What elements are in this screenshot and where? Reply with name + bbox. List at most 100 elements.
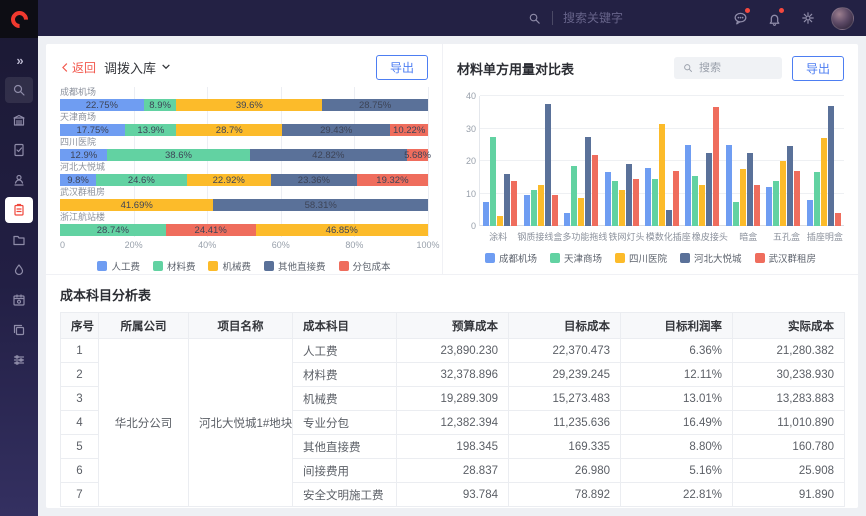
bar-segment[interactable]: 24.6% [96,174,187,186]
bar[interactable] [511,180,518,226]
export-button-right[interactable]: 导出 [791,55,844,81]
sidebar-item-document[interactable] [5,137,33,163]
sidebar-item-user[interactable] [5,167,33,193]
bar[interactable] [766,187,773,226]
sidebar-item-search[interactable] [5,77,33,103]
page-title-dropdown[interactable]: 调拨入库 [104,58,171,77]
bar[interactable] [625,164,632,226]
global-search-input[interactable] [563,11,673,25]
bar[interactable] [632,178,639,226]
sidebar-item-drop[interactable] [5,257,33,283]
user-avatar[interactable] [831,6,854,30]
chart-search[interactable] [673,57,782,79]
bar-segment[interactable]: 41.69% [60,199,214,211]
bar-segment[interactable]: 38.6% [107,149,250,161]
bar[interactable] [706,152,713,226]
bar[interactable] [746,152,753,226]
bar[interactable] [658,123,665,226]
bar[interactable] [571,165,578,226]
bar[interactable] [578,198,585,226]
bar[interactable] [699,185,706,226]
bar-segment[interactable]: 10.22% [390,124,428,136]
bar[interactable] [787,146,794,226]
bar-segment[interactable]: 28.7% [176,124,283,136]
sidebar-item-folder[interactable] [5,227,33,253]
legend-item[interactable]: 分包成本 [338,259,391,273]
bar[interactable] [713,107,720,226]
legend-item[interactable]: 河北大悦城 [680,251,742,265]
bar-segment[interactable]: 28.75% [322,99,428,111]
table-row[interactable]: 3 机械费 19,289.309 15,273.483 13.01% 13,283.883 [60,386,845,411]
bar[interactable] [585,136,592,226]
chart-search-input[interactable] [698,62,769,74]
sidebar-item-workflow[interactable] [5,347,33,373]
legend-item[interactable]: 材料费 [152,259,195,273]
bar[interactable] [523,195,530,226]
bar[interactable] [827,105,834,226]
bar[interactable] [530,190,537,226]
table-row[interactable]: 1华北分公司河北大悦城1#地块项目人工费23,890.23022,370.473… [60,338,845,507]
bar-segment[interactable]: 8.9% [143,99,177,111]
bar[interactable] [644,167,651,226]
bar[interactable] [780,161,787,226]
bar[interactable] [820,138,827,226]
legend-item[interactable]: 天津商场 [549,251,602,265]
stacked-bar[interactable]: 22.75% 8.9% 39.6% 28.75% [60,99,428,111]
bar[interactable] [806,200,813,226]
legend-item[interactable]: 其他直接费 [264,259,326,273]
bar[interactable] [611,180,618,226]
legend-item[interactable]: 武汉群租房 [754,251,816,265]
bar[interactable] [739,169,746,226]
stacked-bar[interactable]: 12.9% 38.6% 42.82% 5.68% [60,149,431,161]
legend-item[interactable]: 机械费 [208,259,251,273]
bar[interactable] [483,201,490,226]
export-button-left[interactable]: 导出 [375,54,428,80]
bar[interactable] [794,170,801,226]
stacked-bar[interactable]: 17.75% 13.9% 28.7% 29.43% 10.22% [60,124,428,136]
legend-item[interactable]: 成都机场 [484,251,537,265]
app-logo[interactable] [0,0,38,38]
bar-segment[interactable]: 39.6% [176,99,323,111]
bar[interactable] [834,213,841,226]
bar[interactable] [813,172,820,226]
bar[interactable] [537,185,544,226]
sidebar-item-building[interactable] [5,107,33,133]
bar[interactable] [651,178,658,226]
bar[interactable] [732,201,739,226]
bar-segment[interactable]: 23.36% [270,174,357,186]
notifications-button[interactable] [761,5,787,31]
bar[interactable] [773,180,780,226]
bar[interactable] [753,185,760,226]
settings-button[interactable] [795,5,821,31]
bar-segment[interactable]: 46.85% [255,224,428,236]
sidebar-item-copy[interactable] [5,317,33,343]
bar[interactable] [504,174,511,226]
bar-segment[interactable]: 5.68% [404,149,431,161]
table-row[interactable]: 7 安全文明施工费 93.784 78.892 22.81% 91.890 [60,482,845,507]
global-search[interactable] [527,11,673,26]
bar[interactable] [497,216,504,226]
bar[interactable] [692,175,699,226]
bar[interactable] [564,213,571,226]
bar-segment[interactable]: 12.9% [60,149,108,161]
bar[interactable] [551,195,558,226]
bar[interactable] [725,144,732,226]
bar-segment[interactable]: 42.82% [249,149,408,161]
table-row[interactable]: 5 其他直接费 198.345 169.335 8.80% 160.780 [60,434,845,459]
stacked-bar[interactable]: 9.8% 24.6% 22.92% 23.36% 19.32% [60,174,428,186]
bar[interactable] [672,170,679,226]
table-row[interactable]: 4 专业分包 12,382.394 11,235.636 16.49% 11,010.89… [60,410,845,435]
bar-segment[interactable]: 9.8% [60,174,97,186]
bar-segment[interactable]: 24.41% [165,224,256,236]
bar[interactable] [490,136,497,226]
messages-button[interactable] [727,5,753,31]
stacked-bar[interactable]: 28.74% 24.41% 46.85% [60,224,428,236]
bar[interactable] [544,104,551,226]
bar-segment[interactable]: 13.9% [125,124,177,136]
back-button[interactable]: 返回 [60,59,96,76]
bar[interactable] [618,190,625,226]
bar-segment[interactable]: 22.92% [186,174,271,186]
legend-item[interactable]: 四川医院 [614,251,667,265]
bar[interactable] [685,144,692,226]
stacked-bar[interactable]: 41.69% 58.31% [60,199,428,211]
